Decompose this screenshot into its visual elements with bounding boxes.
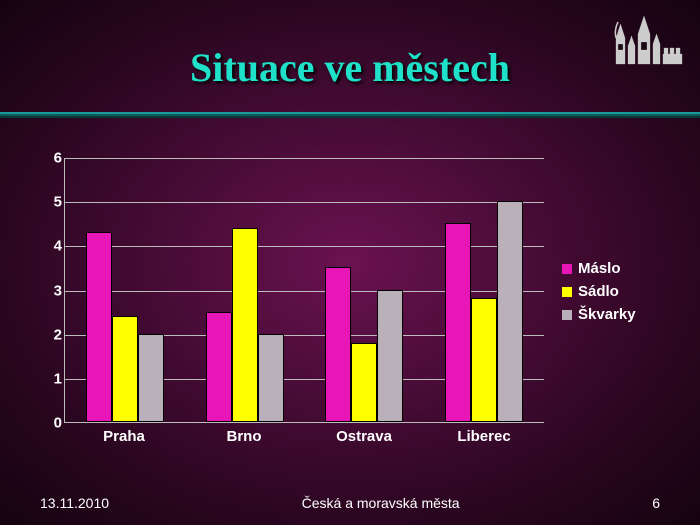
bar (232, 228, 258, 422)
x-axis-label: Ostrava (304, 428, 424, 445)
y-axis-label: 2 (34, 326, 62, 343)
legend-swatch (562, 310, 572, 320)
footer-date: 13.11.2010 (40, 495, 109, 511)
plot-area (64, 158, 544, 423)
y-axis-label: 4 (34, 238, 62, 255)
x-axis-label: Brno (184, 428, 304, 445)
legend-item: Škvarky (562, 306, 636, 323)
bar (258, 334, 284, 422)
legend-item: Sádlo (562, 283, 636, 300)
x-axis-label: Liberec (424, 428, 544, 445)
y-axis-label: 6 (34, 150, 62, 167)
bar-group (185, 158, 305, 422)
bar (86, 232, 112, 422)
bar-chart: 0 1 2 3 4 5 6 PrahaBrnoOstravaLiberec Máslo Sád… (34, 150, 670, 460)
footer-caption: Česká a moravská města (302, 495, 460, 511)
x-axis-label: Praha (64, 428, 184, 445)
page-title: Situace ve městech (0, 44, 700, 91)
legend-swatch (562, 264, 572, 274)
y-axis-label: 0 (34, 415, 62, 432)
bar (497, 201, 523, 422)
legend-label: Sádlo (578, 283, 619, 300)
y-axis-label: 3 (34, 282, 62, 299)
bar (445, 223, 471, 422)
legend: Máslo Sádlo Škvarky (562, 260, 636, 329)
legend-label: Škvarky (578, 306, 636, 323)
bar (325, 267, 351, 422)
footer: 13.11.2010 Česká a moravská města 6 (0, 495, 700, 511)
bar (471, 298, 497, 422)
bar (377, 290, 403, 423)
bar (351, 343, 377, 423)
footer-page: 6 (652, 495, 660, 511)
bar (206, 312, 232, 422)
title-underline (0, 112, 700, 118)
bar-group (424, 158, 544, 422)
bar (138, 334, 164, 422)
y-axis-label: 1 (34, 370, 62, 387)
y-axis-label: 5 (34, 194, 62, 211)
legend-item: Máslo (562, 260, 636, 277)
legend-label: Máslo (578, 260, 621, 277)
bar-group (305, 158, 425, 422)
bar-group (65, 158, 185, 422)
bar (112, 316, 138, 422)
legend-swatch (562, 287, 572, 297)
